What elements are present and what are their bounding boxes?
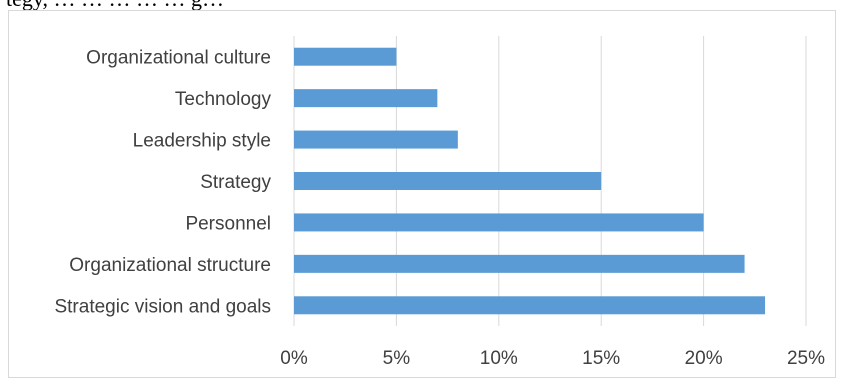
bar (294, 89, 438, 108)
category-label: Strategy (200, 172, 271, 193)
category-label: Leadership style (133, 131, 271, 152)
clipped-paragraph-text: tegy, … … … … … g… (6, 0, 224, 10)
bar (294, 130, 458, 149)
category-label: Technology (175, 89, 272, 110)
x-tick-label: 25% (787, 348, 825, 369)
bar (294, 172, 602, 190)
x-tick-label: 5% (383, 348, 411, 369)
category-label: Organizational structure (69, 255, 271, 276)
category-label: Strategic vision and goals (54, 296, 271, 317)
category-label: Organizational culture (86, 48, 271, 69)
bar (294, 213, 704, 232)
x-tick-label: 0% (280, 348, 308, 369)
x-tick-label: 10% (480, 348, 518, 369)
bar (294, 254, 745, 273)
bar (294, 47, 397, 66)
bar (294, 296, 766, 315)
x-tick-label: 15% (582, 348, 620, 369)
chart-frame (8, 10, 836, 378)
category-label: Personnel (185, 213, 271, 234)
x-tick-label: 20% (685, 348, 723, 369)
